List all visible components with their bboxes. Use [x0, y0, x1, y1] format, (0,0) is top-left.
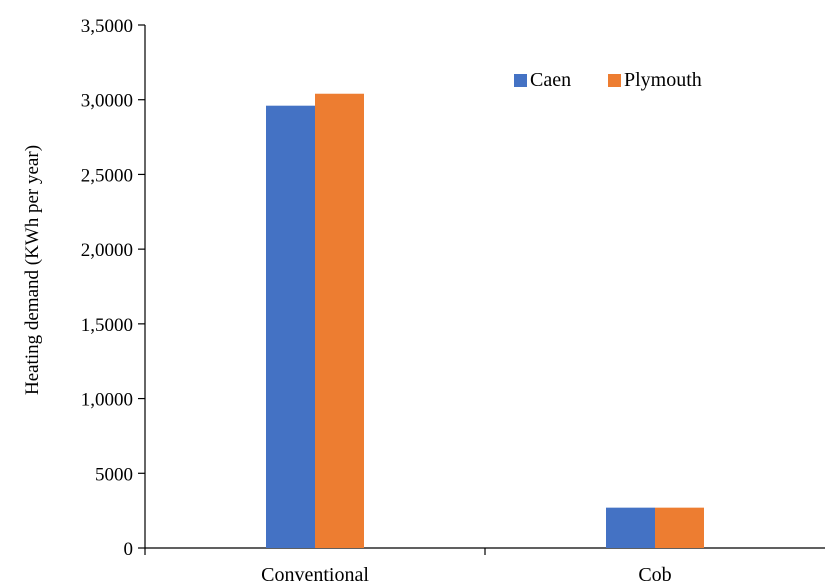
bar-caen-conventional [266, 105, 315, 548]
y-tick-label: 0 [124, 539, 134, 560]
bar-plymouth-conventional [315, 93, 364, 548]
legend-label-plymouth: Plymouth [624, 69, 702, 91]
y-tick-label: 5000 [95, 464, 133, 485]
x-axis: Conventional Cob [144, 547, 825, 585]
legend: Caen Plymouth [514, 69, 702, 91]
legend-swatch-caen [514, 74, 527, 87]
y-tick-label: 3,0000 [81, 91, 133, 112]
x-category-label: Conventional [261, 564, 369, 585]
x-category-label: Cob [638, 564, 671, 585]
y-tick-label: 2,0000 [81, 240, 133, 261]
y-axis-title: Heating demand (KWh per year) [22, 145, 43, 395]
y-tick-label: 1,5000 [81, 315, 133, 336]
legend-swatch-plymouth [608, 74, 621, 87]
bar-plymouth-cob [655, 507, 704, 548]
bars [266, 93, 704, 548]
y-tick-label: 2,5000 [81, 165, 133, 186]
legend-label-caen: Caen [530, 69, 571, 91]
y-axis: 0 5000 1,0000 1,5000 2,0000 2,5000 3,0000 3,500… [81, 16, 146, 560]
y-tick-label: 3,5000 [81, 16, 133, 37]
bar-caen-cob [606, 507, 655, 548]
y-tick-label: 1,0000 [81, 390, 133, 411]
